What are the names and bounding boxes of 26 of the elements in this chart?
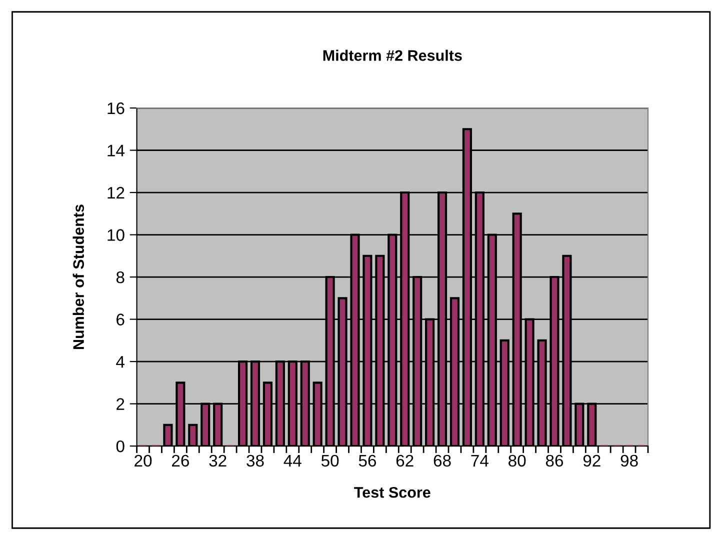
x-tick-label: 62 (396, 454, 414, 467)
x-tick-label: 68 (434, 454, 451, 467)
y-tick-label: 16 (108, 102, 124, 114)
y-tick-label: 10 (108, 229, 124, 241)
y-tick-label: 6 (116, 314, 124, 326)
x-tick-label: 26 (172, 454, 189, 467)
x-tick-label: 86 (546, 454, 564, 467)
y-tick-label: 4 (116, 356, 125, 368)
x-axis-title: Test Score (354, 486, 430, 498)
y-tick-label: 14 (108, 144, 125, 156)
x-tick-label: 92 (583, 454, 600, 467)
x-tick-label: 32 (209, 454, 226, 467)
y-tick-label: 8 (116, 271, 124, 284)
x-tick-label: 38 (246, 454, 264, 467)
y-tick-label: 12 (108, 186, 124, 199)
x-tick-label: 80 (508, 454, 526, 467)
x-tick-label: 98 (620, 454, 638, 467)
x-tick-label: 44 (284, 454, 302, 466)
x-tick-label: 74 (471, 454, 488, 466)
x-tick-label: 20 (134, 454, 152, 467)
x-tick-label: 56 (358, 454, 376, 467)
y-tick-label: 0 (116, 440, 124, 452)
x-tick-label: 50 (321, 454, 339, 467)
chart-title: Midterm #2 Results (323, 50, 462, 61)
y-axis-title: Number of Students (72, 204, 84, 349)
y-tick-label: 2 (116, 398, 124, 410)
